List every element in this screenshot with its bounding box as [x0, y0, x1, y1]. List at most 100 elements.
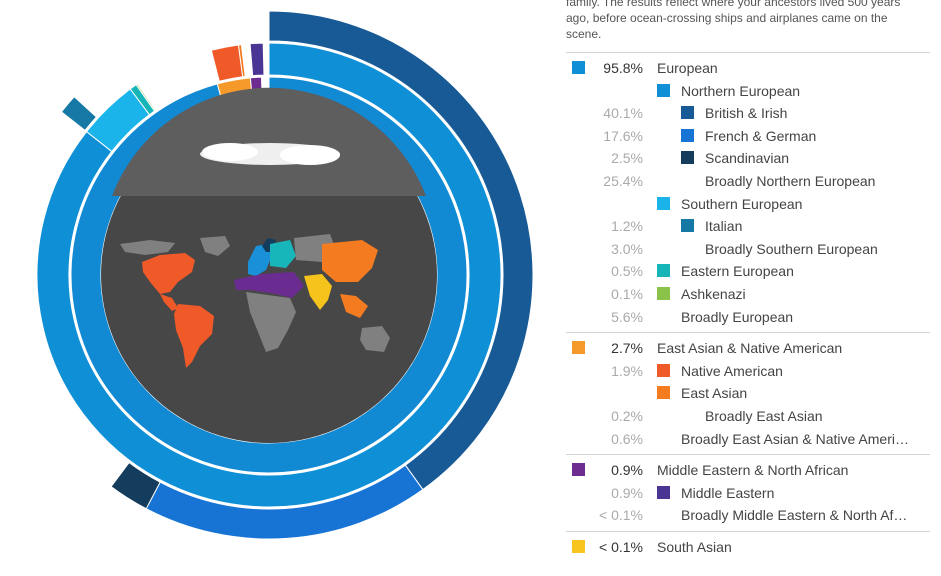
ancestry-label: European — [657, 60, 718, 76]
ancestry-percent: 25.4% — [603, 172, 643, 189]
ancestry-label: East Asian & Native American — [657, 340, 843, 357]
sunburst-slice[interactable] — [36, 42, 502, 508]
map-greenland — [200, 236, 230, 256]
ancestry-row[interactable]: < 0.1% South Asian — [566, 536, 930, 559]
sunburst-slice[interactable] — [60, 96, 98, 132]
map-australia — [360, 326, 390, 352]
ancestry-label: Eastern European — [681, 263, 794, 280]
color-swatch — [572, 61, 585, 74]
ancestry-row[interactable]: 0.9% Middle Eastern — [566, 482, 930, 505]
ancestry-label: Native American — [681, 362, 783, 379]
ancestry-row[interactable]: 0.1% Ashkenazi — [566, 283, 930, 306]
ancestry-label: Ashkenazi — [681, 285, 746, 302]
ancestry-label: Middle Eastern & North African — [657, 462, 849, 479]
ancestry-group: 2.7% East Asian & Native American 1.9% Nati… — [566, 332, 930, 454]
color-swatch — [681, 151, 694, 165]
map-central-america — [160, 294, 178, 311]
ancestry-group: 95.8% European Northern European 40.1% Briti… — [566, 52, 930, 332]
ancestry-percent: 0.9% — [611, 462, 643, 479]
intro-text: family. The results reflect where your a… — [566, 0, 901, 41]
ancestry-percent: 95.8% — [603, 60, 643, 76]
ancestry-label: Southern European — [681, 195, 803, 212]
color-swatch — [681, 128, 694, 142]
ancestry-row[interactable]: < 0.1% Broadly Middle Eastern & North Af… — [566, 504, 930, 527]
redacted-name-blur — [200, 143, 340, 165]
ancestry-percent: 0.5% — [611, 263, 643, 280]
sunburst-slice[interactable] — [249, 42, 265, 77]
ancestry-row[interactable]: 0.6% Broadly East Asian & Native Ameri… — [566, 428, 930, 451]
ancestry-label: Broadly East Asian & Native Ameri… — [681, 430, 909, 447]
color-swatch — [572, 341, 585, 355]
ancestry-row[interactable]: 1.9% Native American — [566, 360, 930, 383]
ancestry-percent: 0.9% — [611, 484, 643, 501]
ancestry-label: Broadly Southern European — [705, 240, 878, 257]
map-eastern-europe — [270, 240, 296, 268]
color-swatch — [681, 106, 694, 120]
ancestry-label: Broadly Middle Eastern & North Af… — [681, 507, 908, 524]
ancestry-percent: 2.5% — [611, 150, 643, 167]
world-map — [120, 234, 390, 368]
ancestry-row[interactable]: 3.0% Broadly Southern European — [566, 238, 930, 261]
ancestry-label: Broadly East Asian — [705, 407, 823, 424]
map-header-band — [112, 87, 426, 196]
ancestry-percent: 5.6% — [611, 308, 643, 325]
ancestry-label: British & Irish — [705, 105, 788, 122]
ancestry-percent: 0.1% — [611, 285, 643, 302]
ancestry-percent: 1.9% — [611, 362, 643, 379]
ancestry-percent: 0.2% — [611, 407, 643, 424]
map-southeast-asia — [340, 294, 368, 318]
color-swatch — [572, 463, 585, 477]
ancestry-row[interactable]: Northern European — [566, 80, 930, 103]
ancestry-row[interactable]: 0.9% Middle Eastern & North African — [566, 459, 930, 482]
sunburst-slice[interactable] — [135, 83, 157, 112]
color-swatch — [657, 485, 670, 499]
ancestry-label: Broadly European — [681, 308, 794, 325]
sunburst-slice[interactable] — [210, 44, 244, 82]
ancestry-percent: 17.6% — [603, 127, 643, 144]
ancestry-row[interactable]: 1.2% Italian — [566, 215, 930, 238]
ancestry-row[interactable]: 17.6% French & German — [566, 125, 930, 148]
ancestry-row[interactable]: 25.4% Broadly Northern European — [566, 170, 930, 193]
ancestry-group: 0.9% Middle Eastern & North African 0.9% Mi… — [566, 454, 930, 531]
color-swatch — [657, 286, 670, 300]
map-east-asia — [322, 240, 378, 282]
ancestry-label: South Asian — [657, 538, 732, 555]
ancestry-row[interactable]: 0.2% Broadly East Asian — [566, 405, 930, 428]
ancestry-row[interactable]: 5.6% Broadly European — [566, 306, 930, 329]
ancestry-percent: < 0.1% — [599, 507, 643, 524]
ancestry-label: East Asian — [681, 385, 748, 402]
ancestry-row[interactable]: 40.1% British & Irish — [566, 102, 930, 125]
map-africa — [246, 292, 296, 352]
ancestry-label: Italian — [705, 218, 743, 235]
color-swatch — [657, 83, 670, 97]
color-swatch — [657, 386, 670, 400]
color-swatch — [681, 219, 694, 233]
map-middle-east — [234, 272, 304, 298]
ancestry-row[interactable]: 2.7% East Asian & Native American — [566, 337, 930, 360]
ancestry-row[interactable]: East Asian — [566, 382, 930, 405]
ancestry-row[interactable]: 0.5% Eastern European — [566, 260, 930, 283]
ancestry-percent: 1.2% — [611, 218, 643, 235]
ancestry-label: Broadly Northern European — [705, 172, 876, 189]
map-south-america — [174, 304, 214, 368]
ancestry-group: < 0.1% South Asian — [566, 530, 930, 563]
map-south-asia — [304, 274, 332, 310]
color-swatch — [572, 539, 585, 553]
map-north-america — [142, 253, 195, 294]
color-swatch — [657, 264, 670, 278]
ancestry-percent: 3.0% — [611, 240, 643, 257]
ancestry-label: Northern European — [681, 82, 801, 99]
ancestry-row[interactable]: 2.5% Scandinavian — [566, 147, 930, 170]
ancestry-percent: < 0.1% — [599, 538, 643, 555]
color-swatch — [657, 363, 670, 377]
sunburst-slice[interactable] — [237, 44, 246, 78]
ancestry-sunburst-chart — [36, 10, 534, 540]
ancestry-row[interactable]: Southern European — [566, 193, 930, 216]
ancestry-label: Scandinavian — [705, 150, 790, 167]
ancestry-row[interactable]: 95.8% European — [566, 57, 930, 80]
ancestry-composition-list: 95.8% European Northern European 40.1% Briti… — [566, 52, 930, 562]
sunburst-slice[interactable] — [110, 461, 161, 510]
ancestry-label: Middle Eastern — [681, 484, 775, 501]
ancestry-percent: 40.1% — [603, 105, 643, 122]
map-arctic-north-america — [120, 240, 175, 255]
